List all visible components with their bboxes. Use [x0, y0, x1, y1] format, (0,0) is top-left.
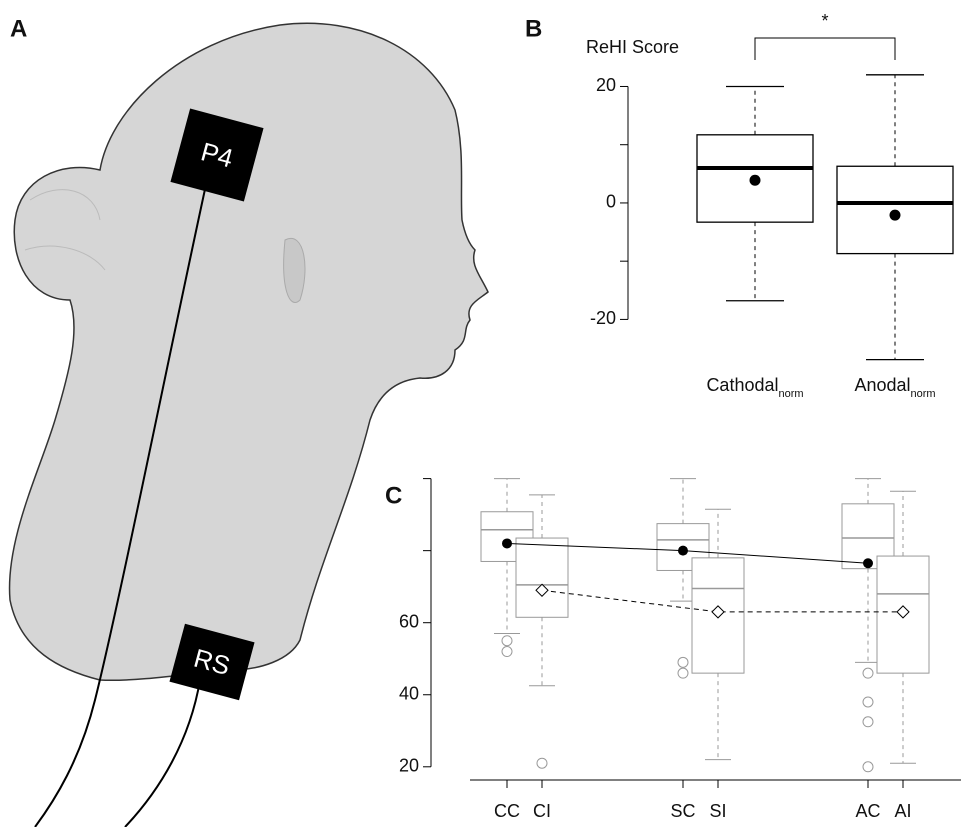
panel-label: C: [385, 482, 402, 509]
y-axis-label: ReHI Score: [586, 37, 679, 57]
outlier: [863, 762, 873, 772]
x-tick-label: Cathodalnorm: [706, 375, 803, 400]
x-tick-label: Anodalnorm: [854, 375, 935, 400]
y-tick-label: 60: [399, 611, 419, 631]
x-tick-label: SC: [670, 801, 695, 821]
outlier: [502, 647, 512, 657]
y-tick-label: -20: [590, 308, 616, 328]
x-tick-label: AI: [894, 801, 911, 821]
significance-label: *: [821, 11, 828, 31]
x-tick-label: CI: [533, 801, 551, 821]
category-label: SI: [709, 801, 726, 821]
panel-label: B: [525, 15, 542, 42]
outlier: [863, 668, 873, 678]
y-tick-label: 20: [596, 75, 616, 95]
category-label: Cathodal: [706, 375, 778, 395]
x-tick-label: SI: [709, 801, 726, 821]
outlier: [537, 758, 547, 768]
x-tick-label: AC: [855, 801, 880, 821]
ear: [284, 238, 305, 302]
category-subscript: norm: [911, 388, 936, 400]
y-tick-label: 0: [606, 192, 616, 212]
head-silhouette: [10, 23, 488, 680]
outlier: [678, 657, 688, 667]
outlier: [678, 668, 688, 678]
mean-dot: [890, 210, 901, 221]
box: [516, 538, 568, 617]
wire: [125, 680, 200, 827]
significance-bracket: [755, 38, 895, 60]
category-label: SC: [670, 801, 695, 821]
category-label: AI: [894, 801, 911, 821]
mean-dot: [750, 175, 761, 186]
category-label: CI: [533, 801, 551, 821]
category-label: Anodal: [854, 375, 910, 395]
head-illustration: P4 RS: [10, 23, 488, 827]
mean-dot: [502, 538, 512, 548]
outlier: [863, 697, 873, 707]
y-tick-label: 40: [399, 683, 419, 703]
category-subscript: norm: [779, 388, 804, 400]
x-tick-label: CC: [494, 801, 520, 821]
panel-label: A: [10, 15, 27, 42]
category-label: AC: [855, 801, 880, 821]
mean-dot: [678, 546, 688, 556]
y-tick-label: 20: [399, 756, 419, 776]
outlier: [502, 636, 512, 646]
category-label: CC: [494, 801, 520, 821]
outlier: [863, 717, 873, 727]
mean-dot: [863, 558, 873, 568]
figure: P4 RS A B C -20020ReHI ScoreCathodalnorm…: [0, 0, 961, 827]
